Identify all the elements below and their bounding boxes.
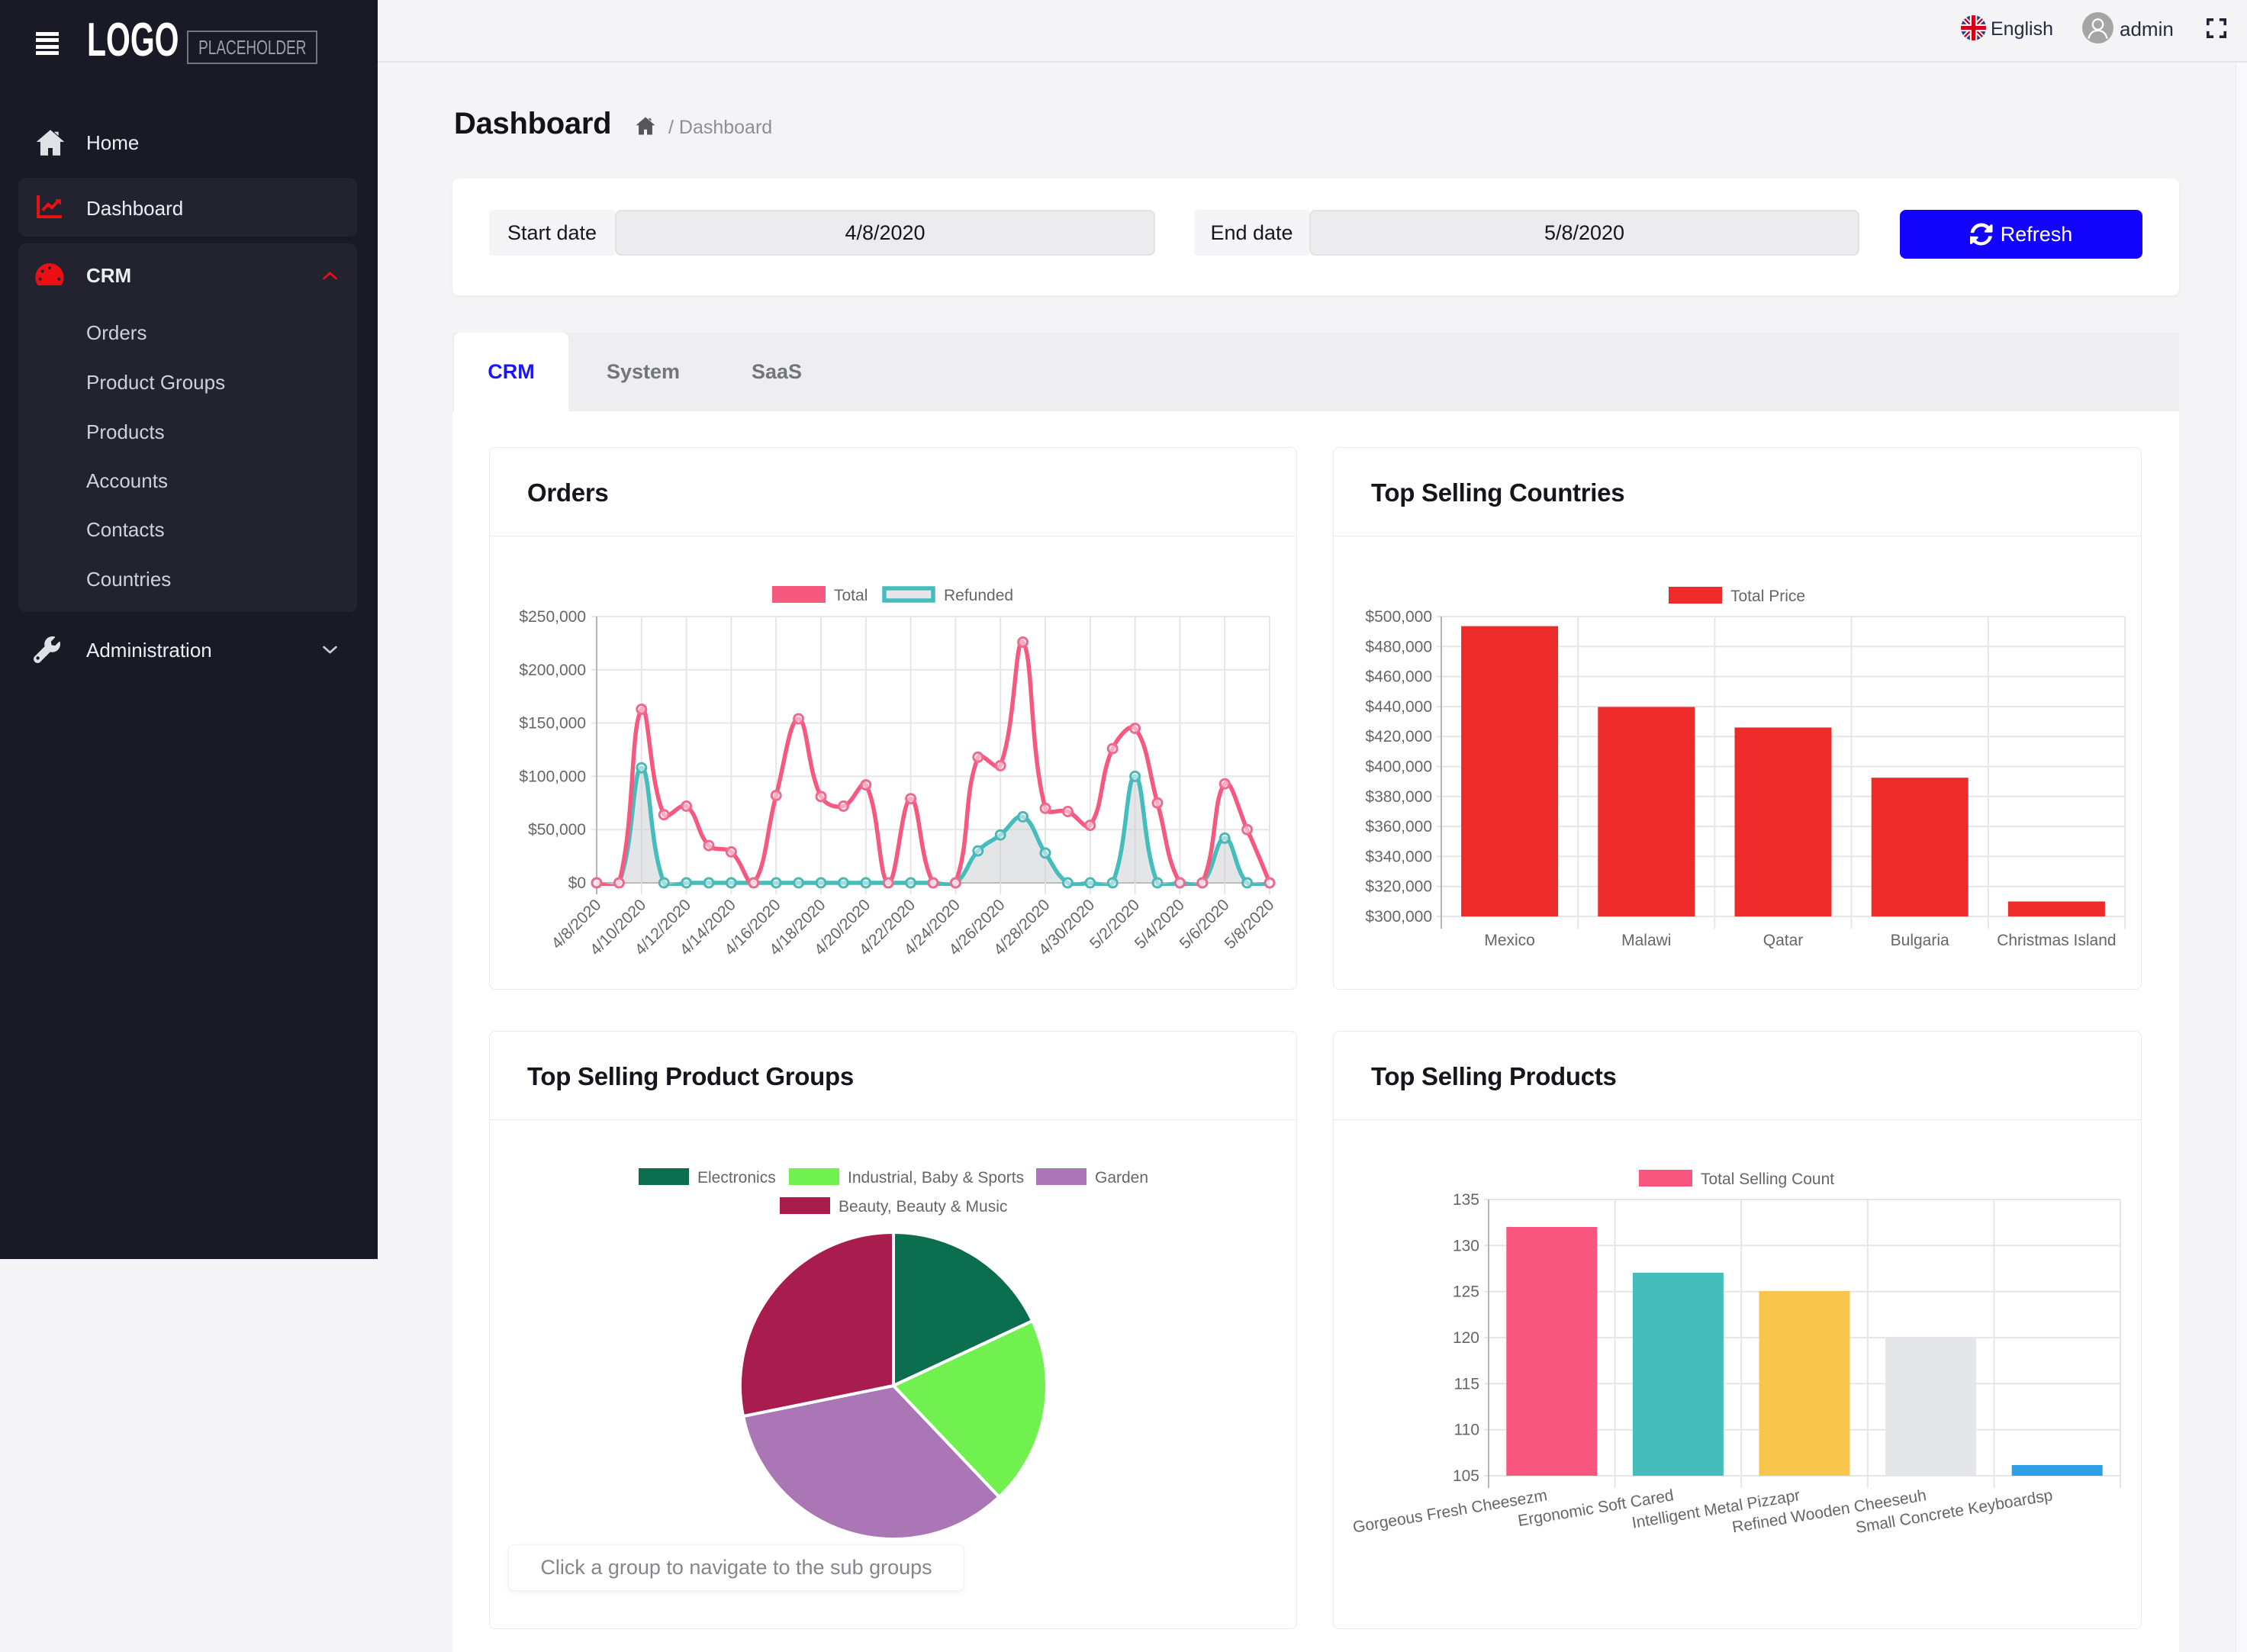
- svg-text:$400,000: $400,000: [1365, 758, 1432, 776]
- svg-text:Industrial, Baby & Sports: Industrial, Baby & Sports: [848, 1169, 1024, 1187]
- svg-text:Refunded: Refunded: [944, 587, 1013, 604]
- svg-text:$50,000: $50,000: [528, 821, 586, 839]
- svg-text:Beauty, Beauty & Music: Beauty, Beauty & Music: [839, 1198, 1007, 1216]
- svg-text:Bulgaria: Bulgaria: [1891, 932, 1949, 949]
- svg-text:$320,000: $320,000: [1365, 878, 1432, 896]
- svg-text:120: 120: [1453, 1329, 1479, 1347]
- svg-text:Mexico: Mexico: [1484, 932, 1535, 949]
- svg-text:$420,000: $420,000: [1365, 728, 1432, 745]
- svg-text:Total Selling Count: Total Selling Count: [1701, 1171, 1834, 1188]
- svg-text:5/8/2020: 5/8/2020: [1221, 896, 1277, 952]
- svg-text:$250,000: $250,000: [519, 608, 586, 626]
- svg-text:125: 125: [1453, 1283, 1479, 1301]
- svg-text:130: 130: [1453, 1237, 1479, 1254]
- svg-text:$340,000: $340,000: [1365, 848, 1432, 865]
- svg-text:Qatar: Qatar: [1763, 932, 1804, 949]
- svg-text:Christmas Island: Christmas Island: [1997, 932, 2116, 949]
- svg-text:$500,000: $500,000: [1365, 608, 1432, 626]
- svg-text:$460,000: $460,000: [1365, 668, 1432, 686]
- svg-text:Total Price: Total Price: [1730, 588, 1805, 605]
- svg-text:$380,000: $380,000: [1365, 788, 1432, 806]
- svg-text:$100,000: $100,000: [519, 768, 586, 785]
- svg-text:105: 105: [1453, 1467, 1479, 1485]
- svg-text:135: 135: [1453, 1191, 1479, 1209]
- svg-text:$150,000: $150,000: [519, 715, 586, 733]
- svg-text:$360,000: $360,000: [1365, 818, 1432, 836]
- svg-text:$0: $0: [568, 874, 586, 892]
- svg-text:Total: Total: [834, 587, 868, 604]
- svg-text:Garden: Garden: [1095, 1169, 1148, 1187]
- svg-text:115: 115: [1454, 1375, 1479, 1393]
- svg-text:$440,000: $440,000: [1365, 698, 1432, 716]
- svg-text:$200,000: $200,000: [519, 662, 586, 679]
- svg-text:$480,000: $480,000: [1365, 638, 1432, 655]
- svg-text:110: 110: [1454, 1422, 1479, 1439]
- svg-text:Malawi: Malawi: [1621, 932, 1671, 949]
- svg-text:Electronics: Electronics: [697, 1169, 776, 1187]
- svg-text:$300,000: $300,000: [1365, 908, 1432, 926]
